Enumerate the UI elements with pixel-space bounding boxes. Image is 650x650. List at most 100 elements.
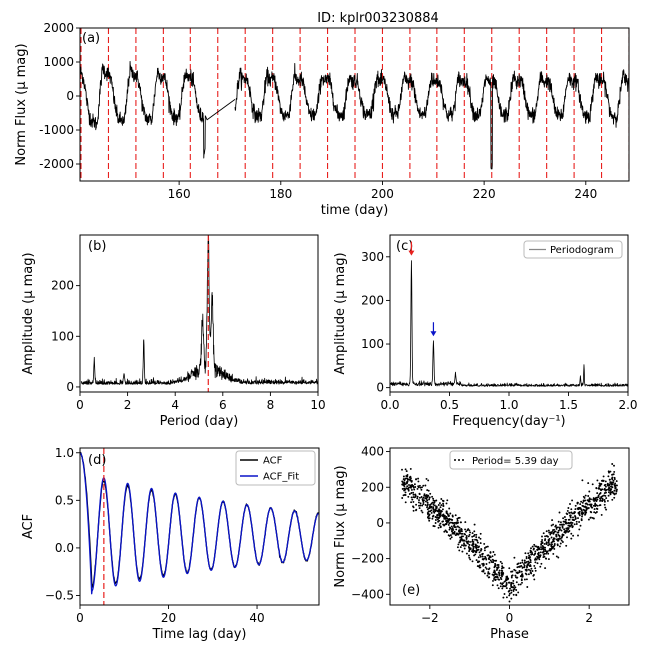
phase-point (612, 492, 615, 495)
phase-point (558, 545, 561, 548)
phase-point (523, 559, 526, 562)
x-tick-label: 180 (269, 187, 292, 201)
phase-point (571, 526, 574, 529)
phase-point (534, 569, 537, 572)
overlay-e: −2 0 2 −400 −200 0 200 400 Phase Norm Flux (μ mag… (333, 445, 630, 642)
phase-point (544, 567, 547, 570)
panel-label: (a) (82, 31, 100, 46)
phase-point (572, 534, 575, 537)
phase-point (475, 538, 478, 541)
phase-point (562, 520, 565, 523)
phase-point (548, 537, 551, 540)
phase-point (547, 539, 550, 542)
phase-point (476, 561, 479, 563)
axes-frame (79, 447, 320, 606)
phase-point (520, 574, 523, 577)
phase-point (501, 575, 503, 578)
phase-point (557, 556, 560, 559)
phase-point (433, 525, 436, 528)
phase-point (518, 565, 521, 568)
phase-point (518, 570, 521, 573)
phase-point (451, 518, 454, 521)
phase-point (527, 573, 530, 576)
phase-point (452, 528, 455, 531)
phase-point (590, 498, 592, 501)
plot-area-e (401, 463, 618, 603)
phase-point (430, 511, 433, 514)
panel-c: 0.0 0.5 1.0 1.5 2.0 0 100 200 300 Frequency(day⁻¹… (333, 234, 638, 429)
phase-point (428, 506, 431, 509)
phase-point (444, 523, 446, 526)
phase-point (448, 518, 451, 521)
x-axis-label: Phase (490, 627, 529, 642)
phase-point (561, 525, 564, 528)
phase-point (596, 508, 599, 510)
phase-point (568, 511, 571, 514)
phase-point (615, 480, 618, 483)
phase-point (489, 559, 492, 562)
phase-point (480, 548, 483, 551)
phase-point (460, 535, 463, 538)
phase-point (580, 500, 583, 503)
phase-point (533, 553, 536, 556)
phase-point (413, 488, 416, 491)
phase-point (418, 499, 420, 502)
phase-point (536, 548, 539, 551)
phase-point (569, 521, 572, 524)
plot-area-b (80, 235, 318, 392)
phase-point (598, 485, 601, 487)
phase-point (420, 509, 423, 512)
phase-point (496, 584, 499, 587)
phase-point (432, 497, 435, 500)
phase-point (516, 563, 519, 566)
phase-point (571, 499, 574, 502)
phase-point (538, 556, 541, 559)
x-tick-label: 160 (168, 187, 191, 201)
y-tick-label: 300 (361, 250, 384, 264)
phase-point (609, 485, 612, 488)
phase-point (477, 556, 480, 559)
phase-point (562, 517, 565, 520)
phase-point (427, 479, 430, 482)
y-tick-label: 200 (51, 279, 74, 293)
phase-point (495, 576, 498, 579)
phase-point (438, 502, 441, 505)
phase-point (604, 485, 607, 488)
phase-point (417, 501, 420, 504)
phase-point (451, 521, 454, 524)
phase-point (514, 586, 517, 589)
y-tick-label: 0 (66, 380, 74, 394)
phase-point (501, 571, 504, 574)
y-tick-label: 1.0 (55, 446, 74, 460)
phase-point (558, 527, 561, 530)
phase-point (534, 567, 537, 570)
phase-point (557, 526, 559, 529)
phase-point (501, 573, 504, 576)
phase-point (550, 544, 553, 547)
y-tick-label: 0 (376, 516, 384, 530)
phase-point (531, 545, 534, 548)
phase-point (424, 494, 427, 497)
phase-point (401, 487, 404, 490)
phase-point (528, 554, 531, 557)
phase-point (570, 511, 573, 514)
phase-point (507, 590, 510, 593)
phase-point (611, 490, 614, 493)
phase-point (415, 509, 417, 512)
phase-point (526, 586, 529, 588)
phase-point (469, 540, 472, 543)
phase-point (535, 545, 538, 548)
phase-point (438, 519, 441, 522)
phase-point (450, 525, 453, 528)
phase-point (431, 495, 434, 498)
phase-point (547, 535, 549, 538)
phase-point (434, 509, 437, 512)
phase-point (404, 477, 407, 480)
phase-point (590, 511, 593, 514)
phase-point (449, 512, 452, 515)
phase-point (475, 559, 478, 562)
phase-point (607, 488, 610, 491)
panel-d: 0 20 40 −0.5 0.0 0.5 1.0 Time lag (day) ACF (d) AC… (21, 446, 320, 642)
phase-point (552, 545, 555, 548)
phase-point (592, 504, 595, 507)
